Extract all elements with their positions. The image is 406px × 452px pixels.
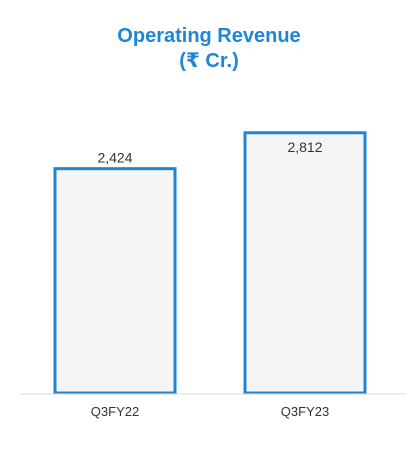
data-label-q3fy23: 2,812 — [287, 139, 322, 155]
bar-q3fy22 — [53, 167, 177, 395]
labels-layer: 2,424 Q3FY22 2,812 Q3FY23 — [91, 139, 329, 419]
chart-subtitle: (₹ Cr.) — [179, 50, 238, 72]
data-label-q3fy22: 2,424 — [97, 150, 132, 166]
x-tick-label-q3fy23: Q3FY23 — [281, 404, 329, 419]
bar-q3fy23 — [243, 131, 367, 395]
bars-layer — [53, 131, 367, 395]
chart-title: Operating Revenue — [117, 25, 300, 47]
x-tick-label-q3fy22: Q3FY22 — [91, 404, 139, 419]
